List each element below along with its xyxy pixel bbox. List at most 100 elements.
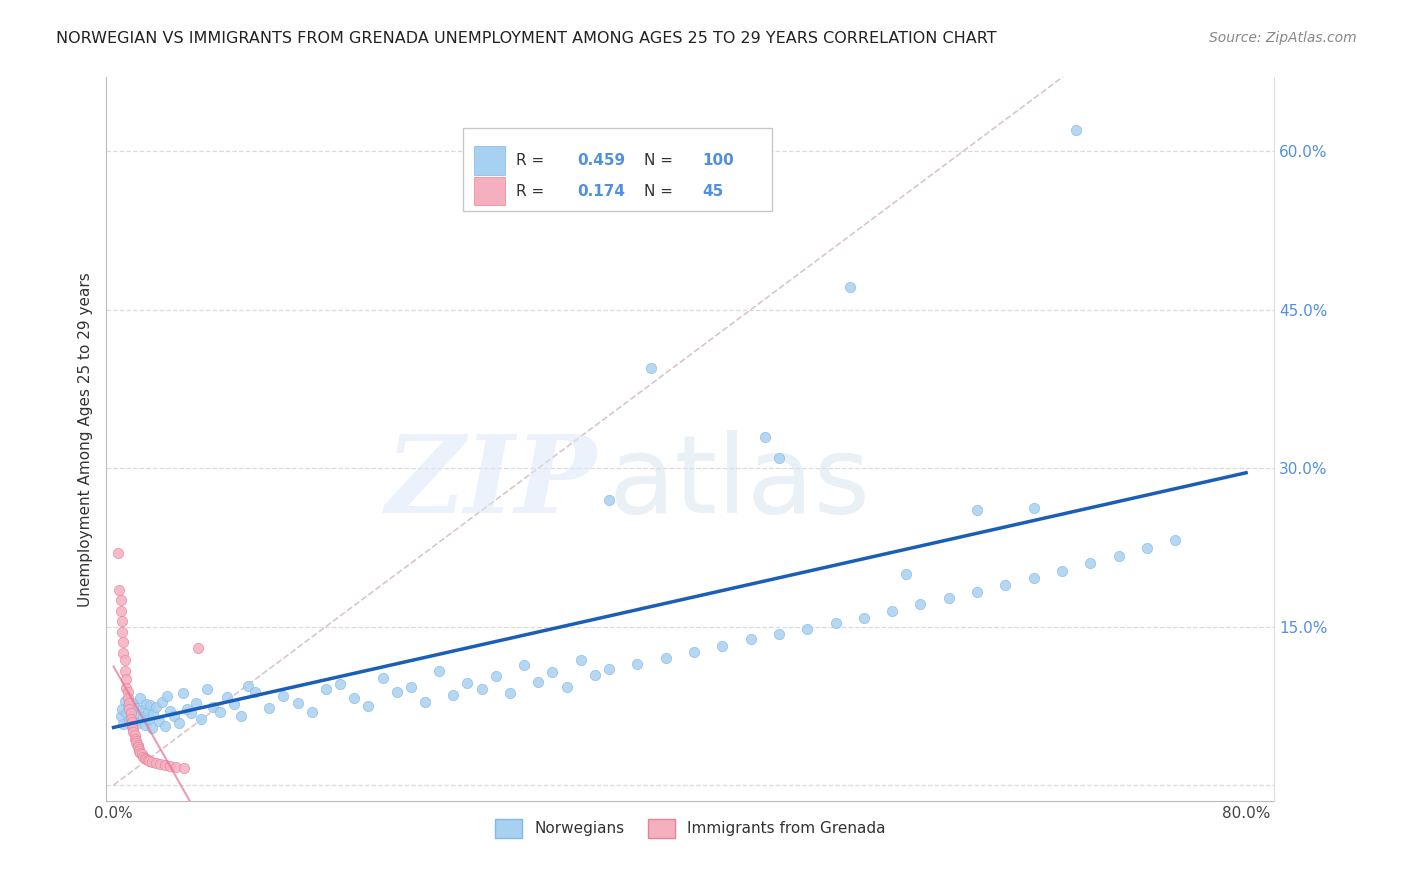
Point (129, 747, 152, 761)
Point (115, 706, 138, 721)
Point (229, 709, 252, 723)
Point (122, 725, 145, 739)
Point (1136, 541, 1159, 556)
Point (114, 653, 136, 667)
Point (129, 691, 152, 706)
Point (541, 665, 564, 679)
Point (1108, 549, 1130, 563)
Point (121, 720, 143, 734)
Point (513, 657, 536, 672)
Point (107, 546, 129, 560)
Point (134, 750, 156, 764)
Point (184, 696, 207, 710)
Point (236, 679, 259, 693)
Point (329, 676, 352, 690)
Point (768, 450, 790, 465)
Point (754, 429, 776, 443)
Point (145, 699, 167, 714)
Point (108, 582, 131, 597)
Point (583, 668, 606, 682)
Point (966, 584, 988, 599)
Point (201, 699, 224, 714)
Point (135, 751, 157, 765)
Point (385, 685, 408, 699)
Point (120, 704, 142, 718)
Point (125, 736, 148, 750)
Legend: Norwegians, Immigrants from Grenada: Norwegians, Immigrants from Grenada (489, 813, 891, 844)
Point (141, 755, 163, 769)
FancyBboxPatch shape (463, 128, 772, 211)
Point (711, 639, 734, 653)
Point (527, 674, 550, 689)
Point (145, 756, 167, 770)
Point (122, 722, 145, 736)
Point (117, 685, 139, 699)
Point (315, 681, 337, 696)
Point (1078, 556, 1101, 570)
Point (301, 705, 323, 719)
Point (150, 695, 173, 709)
Point (273, 690, 295, 704)
Point (117, 698, 139, 713)
Text: 45: 45 (702, 184, 723, 199)
Point (141, 721, 163, 735)
Point (131, 747, 153, 762)
Point (555, 680, 578, 694)
Point (115, 673, 138, 687)
Point (852, 611, 875, 625)
Point (117, 691, 139, 706)
Text: 100: 100 (702, 153, 734, 168)
Point (124, 728, 146, 742)
Point (125, 733, 148, 747)
Point (114, 664, 136, 678)
Point (697, 176, 720, 190)
Point (121, 719, 143, 733)
Point (142, 707, 165, 722)
Bar (474, 177, 505, 205)
Text: R =: R = (516, 184, 544, 199)
Point (173, 761, 195, 775)
Point (626, 657, 648, 671)
Point (882, 604, 904, 618)
Point (172, 686, 194, 700)
Point (456, 675, 478, 690)
Point (159, 759, 181, 773)
Point (120, 706, 142, 721)
Point (187, 640, 209, 655)
Point (118, 702, 141, 716)
Point (499, 686, 522, 700)
Point (112, 635, 135, 649)
Point (153, 719, 176, 733)
Point (222, 697, 245, 711)
Text: N =: N = (644, 153, 672, 168)
Point (640, 360, 662, 375)
Point (110, 593, 132, 607)
Point (1064, 123, 1087, 137)
Point (190, 711, 212, 725)
Point (485, 669, 508, 683)
Point (128, 742, 150, 756)
Point (139, 698, 162, 712)
Text: Source: ZipAtlas.com: Source: ZipAtlas.com (1209, 31, 1357, 45)
Point (138, 754, 160, 768)
Point (938, 591, 960, 606)
Point (125, 701, 148, 715)
Text: N =: N = (644, 184, 672, 199)
Point (371, 672, 394, 686)
Point (115, 681, 138, 695)
Text: ZIP: ZIP (385, 430, 598, 535)
Point (138, 711, 160, 725)
Point (128, 715, 150, 730)
Point (215, 690, 238, 705)
Point (127, 708, 149, 723)
Point (441, 688, 464, 702)
Point (966, 503, 988, 517)
Point (135, 697, 157, 711)
Point (1022, 571, 1045, 585)
Point (127, 738, 149, 752)
Point (112, 646, 135, 660)
Text: NORWEGIAN VS IMMIGRANTS FROM GRENADA UNEMPLOYMENT AMONG AGES 25 TO 29 YEARS CORR: NORWEGIAN VS IMMIGRANTS FROM GRENADA UNE… (56, 31, 997, 46)
Point (134, 718, 156, 732)
Point (124, 731, 146, 746)
Point (122, 696, 145, 710)
